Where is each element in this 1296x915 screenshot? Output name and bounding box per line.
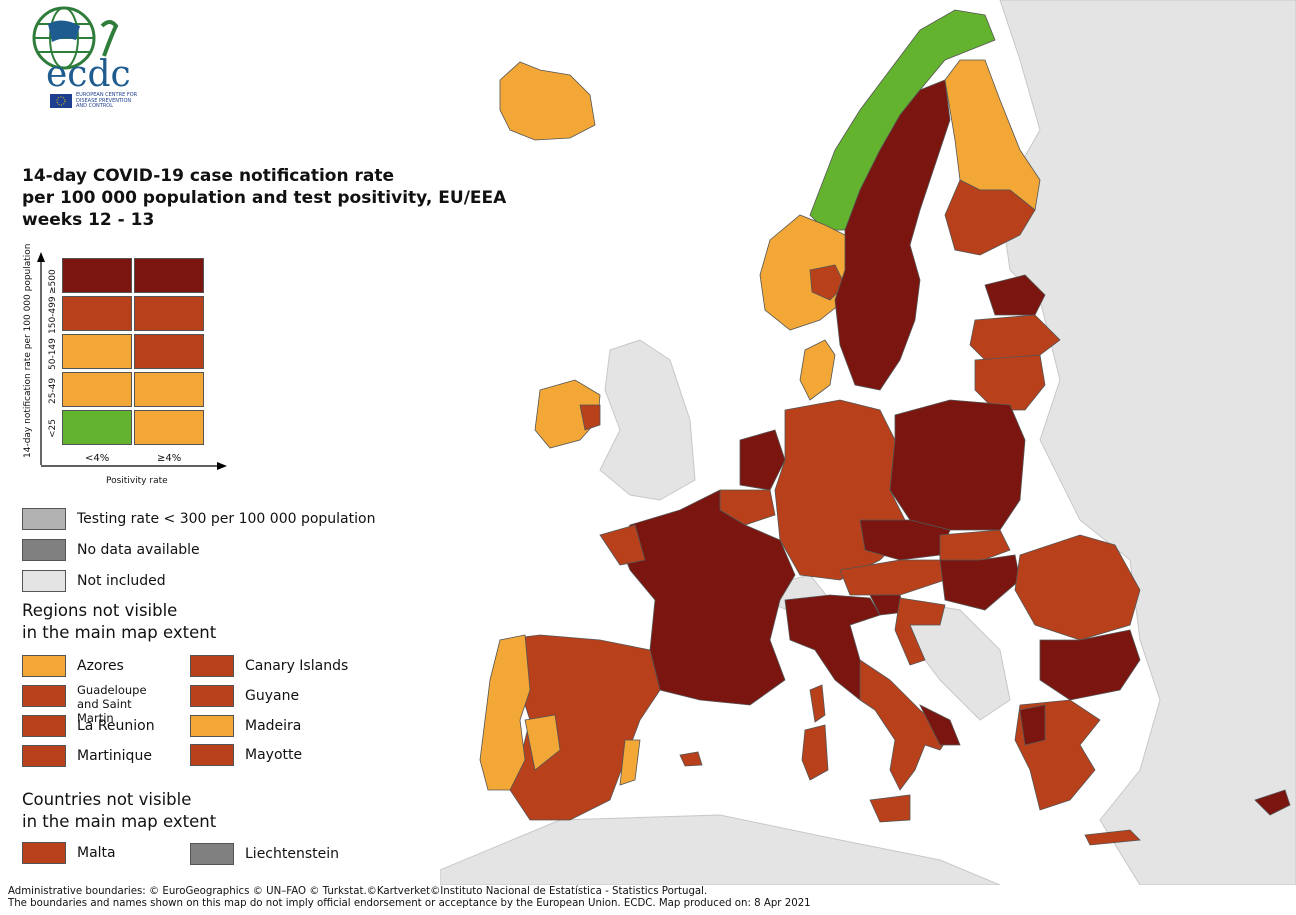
logo-org-name: EUROPEAN CENTRE FOR DISEASE PREVENTION A… <box>76 92 138 109</box>
row-label-2: 150-499 <box>48 296 58 334</box>
swatch-guyane <box>190 685 234 707</box>
logo-wordmark: ecdc <box>46 54 131 95</box>
globe-icon <box>32 6 119 108</box>
france-brittany <box>599 524 646 566</box>
ireland-east <box>579 404 601 431</box>
rate-positivity-matrix-legend: 14-day notification rate per 100 000 pop… <box>20 243 230 490</box>
netherlands <box>739 429 786 491</box>
swatch-malta <box>22 842 66 864</box>
sweden <box>834 79 951 391</box>
ireland <box>534 379 601 449</box>
balearic <box>679 751 703 767</box>
footer-line-1: Administrative boundaries: © EuroGeograp… <box>8 886 708 897</box>
row-label-5: <25 <box>48 419 58 438</box>
portugal <box>479 634 531 791</box>
col-label-2: ≥4% <box>157 453 182 464</box>
swatch-testing-rate <box>22 508 66 530</box>
row-label-1: ≥500 <box>48 269 58 294</box>
matrix-axes <box>37 252 227 470</box>
matrix-cell-r1-c1 <box>62 258 132 293</box>
title-line-1: 14-day COVID-19 case notification rate <box>22 166 395 186</box>
lithuania <box>974 354 1046 411</box>
finland-south <box>944 179 1036 256</box>
swatch-madeira <box>190 715 234 737</box>
europe-map <box>439 0 1296 886</box>
europe-map-svg <box>439 0 1296 886</box>
iceland <box>499 61 596 141</box>
not-included-land <box>439 0 1296 886</box>
col-label-1: <4% <box>85 453 110 464</box>
swatch-no-data <box>22 539 66 561</box>
title-line-3: weeks 12 - 13 <box>22 210 155 230</box>
matrix-cell-r3-c1 <box>62 334 132 369</box>
crete <box>1084 829 1141 846</box>
corsica <box>809 684 826 723</box>
title-line-2: per 100 000 population and test positivi… <box>22 188 507 208</box>
spain-valencia <box>619 739 641 786</box>
matrix-cell-r5-c2 <box>134 410 204 445</box>
sicily <box>869 794 911 823</box>
swatch-not-included <box>22 570 66 592</box>
swatch-la-reunion <box>22 715 66 737</box>
swatch-mayotte <box>190 744 234 766</box>
matrix-cell-r4-c2 <box>134 372 204 407</box>
swatch-martinique <box>22 745 66 767</box>
row-label-3: 50-149 <box>48 338 58 370</box>
sardinia <box>801 724 829 781</box>
italy-south <box>859 659 951 791</box>
spain <box>499 634 661 821</box>
greece-north <box>1019 704 1046 746</box>
ecdc-logo: ecdc EUROPEAN CENTRE FOR DISEASE PREVENT… <box>22 6 152 116</box>
spain-center <box>524 714 561 771</box>
swatch-liechtenstein <box>190 843 234 865</box>
matrix-cell-r4-c1 <box>62 372 132 407</box>
finland-north <box>944 59 1041 211</box>
map-footer: Administrative boundaries: © EuroGeograp… <box>8 886 811 910</box>
bulgaria <box>1039 629 1141 701</box>
france <box>619 489 796 706</box>
swatch-guadeloupe <box>22 685 66 707</box>
poland <box>889 399 1026 531</box>
matrix-cell-r2-c1 <box>62 296 132 331</box>
matrix-cell-r3-c2 <box>134 334 204 369</box>
croatia <box>894 597 946 666</box>
map-title: 14-day COVID-19 case notification rate p… <box>22 165 542 231</box>
hungary <box>939 554 1021 611</box>
cyprus <box>1254 789 1291 816</box>
swatch-canary-islands <box>190 655 234 677</box>
matrix-cell-r1-c2 <box>134 258 204 293</box>
regions-heading: Regions not visible in the main map exte… <box>22 601 217 642</box>
row-label-4: 25-49 <box>48 377 58 404</box>
matrix-cell-r5-c1 <box>62 410 132 445</box>
romania <box>1014 534 1141 641</box>
italy-puglia <box>919 704 961 746</box>
matrix-x-axis-label: Positivity rate <box>106 476 168 486</box>
swatch-azores <box>22 655 66 677</box>
denmark <box>799 339 836 401</box>
footer-line-2: The boundaries and names shown on this m… <box>8 898 811 909</box>
slovakia <box>939 529 1011 566</box>
matrix-cell-r2-c2 <box>134 296 204 331</box>
countries-heading: Countries not visible in the main map ex… <box>22 790 217 831</box>
estonia <box>984 274 1046 316</box>
